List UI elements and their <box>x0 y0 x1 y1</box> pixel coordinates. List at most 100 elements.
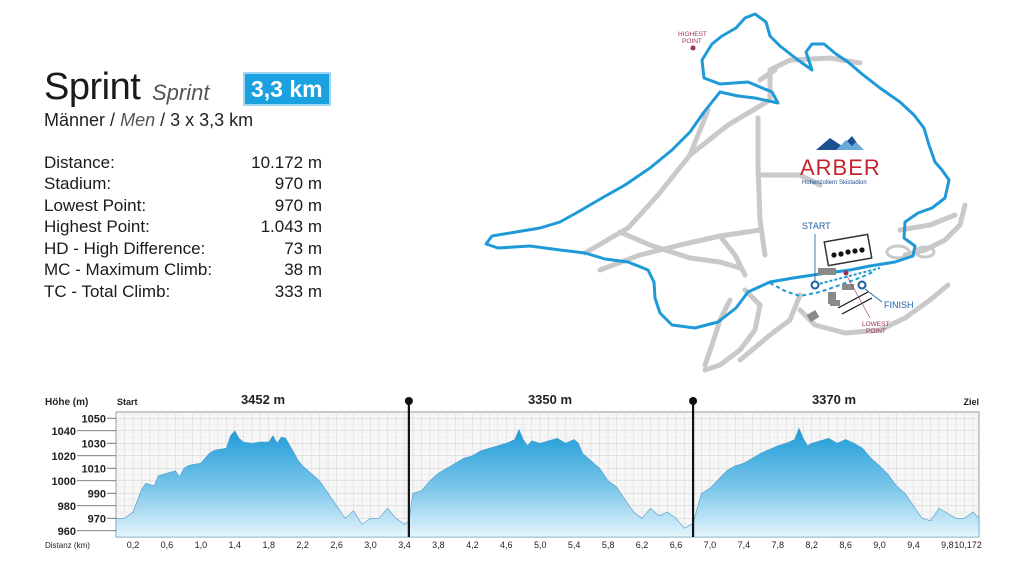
x-tick-label: 3,8 <box>432 540 445 550</box>
x-tick-label: 9,4 <box>907 540 920 550</box>
trail-path <box>757 67 778 83</box>
trail-path <box>617 229 743 271</box>
category-de: Männer <box>44 110 106 130</box>
stadium-oval <box>914 245 936 259</box>
x-tick-label: 5,4 <box>568 540 581 550</box>
building <box>830 300 840 306</box>
x-tick-label: 8,6 <box>839 540 852 550</box>
category-laps: / 3 x 3,3 km <box>160 110 254 130</box>
x-tick-label: 4,6 <box>500 540 513 550</box>
finish-marker <box>857 280 867 290</box>
y-tick-label: 960 <box>58 526 76 538</box>
finish-line <box>837 291 869 309</box>
x-tick-label: 8,2 <box>805 540 818 550</box>
stat-label: MC - Maximum Climb: <box>44 260 213 279</box>
lap-label: 3370 m <box>812 392 856 407</box>
x-tick-label: 7,4 <box>738 540 751 550</box>
category-en: Men <box>120 110 156 130</box>
y-axis-ticks: 960 980 1000 1020 1040 970 990 1010 1030 1050 <box>52 413 116 538</box>
trail-path <box>897 212 958 233</box>
arber-logo: ARBER Hohenzollern Skistadion <box>800 136 881 186</box>
course-map: HIGHEST POINT START FINISH LOWEST POINT … <box>484 12 968 373</box>
x-tick-label: 9,0 <box>873 540 886 550</box>
lap-divider-dot <box>404 397 413 405</box>
lap-dividers <box>404 397 698 537</box>
page-title-translation: Sprint <box>152 80 210 105</box>
y-axis-label: Höhe (m) <box>45 397 88 408</box>
stat-value: 333 m <box>274 282 322 301</box>
start-label: Start <box>117 397 138 407</box>
y-tick-label: 1010 <box>82 463 106 475</box>
target-dot <box>838 251 844 257</box>
x-tick-label: 6,6 <box>670 540 683 550</box>
lowest-point-label: POINT <box>866 328 886 335</box>
lowest-point-marker <box>843 270 849 276</box>
y-tick-label: 1040 <box>52 426 76 438</box>
lap-label: 3452 m <box>241 392 285 407</box>
stat-label: TC - Total Climb: <box>44 282 171 301</box>
y-tick-label: 1020 <box>52 451 76 463</box>
stat-value: 970 m <box>274 196 322 215</box>
start-label: START <box>802 221 831 231</box>
sprint-loop <box>769 270 876 298</box>
target-dot <box>831 252 837 258</box>
stat-value: 970 m <box>274 174 322 193</box>
distance-badge: 3,3 km <box>243 72 331 106</box>
x-tick-label: 0,6 <box>161 540 174 550</box>
stat-value: 73 m <box>284 239 322 258</box>
highest-point-label: HIGHEST <box>678 31 707 38</box>
elevation-profile-chart: 960 980 1000 1020 1040 970 990 1010 1030 1050 0,2… <box>45 392 982 550</box>
x-tick-label: 0,2 <box>127 540 140 550</box>
building <box>842 284 854 290</box>
highest-point-marker <box>690 45 696 51</box>
lap-label: 3350 m <box>528 392 572 407</box>
x-tick-label: 4,2 <box>466 540 479 550</box>
trail-path <box>902 202 968 258</box>
x-tick-label: 7,0 <box>704 540 717 550</box>
highest-point-label: POINT <box>682 38 702 45</box>
y-tick-label: 980 <box>58 501 76 513</box>
finish-label: FINISH <box>884 300 914 310</box>
lowest-point-label: LOWEST <box>862 321 889 328</box>
trail-path <box>582 97 773 256</box>
x-tick-label: 3,0 <box>364 540 377 550</box>
x-tick-label: 2,2 <box>296 540 309 550</box>
x-axis-label: Distanz (km) <box>45 541 90 550</box>
start-marker <box>810 280 820 290</box>
target-dot <box>845 249 851 255</box>
x-tick-label: 9,8 <box>941 540 954 550</box>
building <box>828 292 836 304</box>
stat-value: 1.043 m <box>260 217 322 236</box>
trail-path <box>902 282 951 321</box>
y-tick-label: 990 <box>88 488 106 500</box>
x-tick-label: 1,0 <box>195 540 208 550</box>
trail-path <box>737 292 803 363</box>
y-tick-label: 1050 <box>82 413 106 425</box>
elevation-area <box>115 427 980 538</box>
x-tick-label: 1,4 <box>229 540 242 550</box>
x-tick-label: 1,8 <box>262 540 275 550</box>
x-axis-ticks: 0,2 0,6 1,0 1,4 1,8 2,2 2,6 3,0 3,4 3,8 4,2 4,6 5,0 5… <box>127 540 954 550</box>
y-tick-label: 970 <box>88 513 106 525</box>
trail-path <box>755 115 768 258</box>
logo-subtitle: Hohenzollern Skistadion <box>802 180 867 186</box>
stadium-oval <box>885 244 911 260</box>
target-dot <box>859 247 865 253</box>
trail-path <box>687 107 711 158</box>
logo-wordmark: ARBER <box>800 155 881 180</box>
x-axis-end-label: 10,172 <box>954 540 982 550</box>
building <box>818 268 836 275</box>
stat-label: HD - High Difference: <box>44 239 206 258</box>
trail-path <box>767 55 863 103</box>
x-tick-label: 3,4 <box>398 540 411 550</box>
y-tick-label: 1030 <box>82 438 106 450</box>
stat-value: 38 m <box>284 260 322 279</box>
x-tick-label: 6,2 <box>636 540 649 550</box>
stat-label: Lowest Point: <box>44 196 147 215</box>
course-route <box>484 12 951 330</box>
target-dot <box>852 248 858 254</box>
logo-mark <box>836 140 864 150</box>
trail-path <box>702 297 733 368</box>
trail-path <box>717 233 748 278</box>
stat-label: Stadium: <box>44 174 112 193</box>
